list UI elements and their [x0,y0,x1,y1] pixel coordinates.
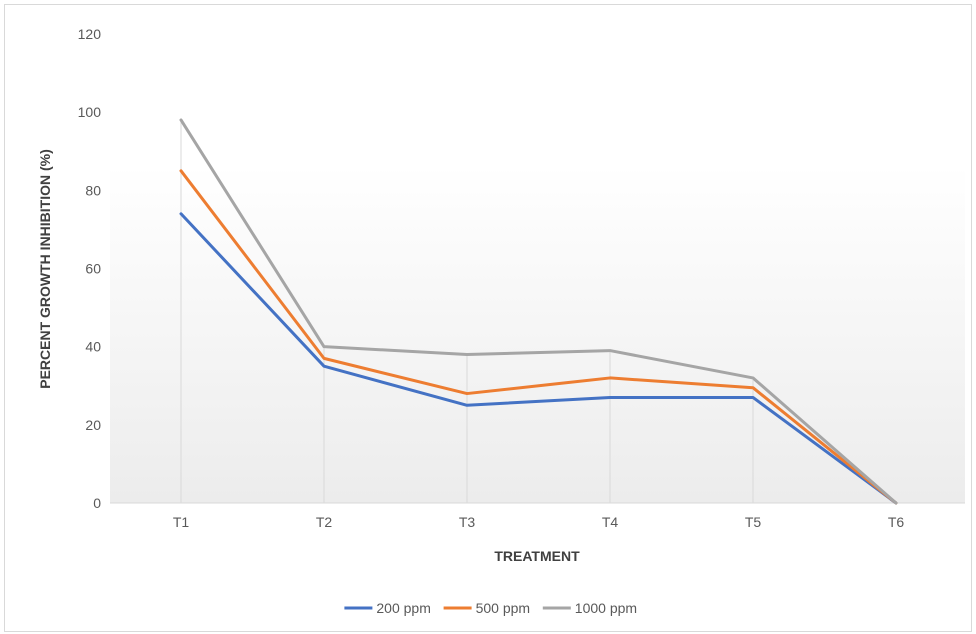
plot-area-background [110,165,965,503]
y-tick-label: 80 [85,182,101,198]
series-line-1000-ppm [179,118,898,505]
y-tick-label: 120 [78,26,102,42]
legend-label: 1000 ppm [575,600,637,616]
x-axis: T1 T2 T3 T4 T5 T6 [110,502,965,530]
x-tick-label: T2 [316,514,333,530]
legend-item: 1000 ppm [542,600,637,616]
y-tick-label: 100 [78,104,102,120]
x-tick-label: T5 [745,514,762,530]
legend: 200 ppm 500 ppm 1000 ppm [344,600,637,616]
y-tick-label: 20 [85,417,101,433]
x-tick-label: T6 [888,514,905,530]
y-axis-title: PERCENT GROWTH INHIBITION (%) [37,149,53,389]
legend-item: 500 ppm [443,600,530,616]
y-axis: 0 20 40 60 80 100 120 [78,26,102,511]
x-tick-label: T4 [602,514,619,530]
series-line-200-ppm [179,212,898,505]
x-tick-label: T1 [173,514,190,530]
x-axis-title: TREATMENT [494,548,580,564]
series-line-500-ppm [179,169,898,505]
y-tick-label: 40 [85,339,101,355]
series-lines [179,118,898,505]
legend-label: 500 ppm [476,600,530,616]
y-tick-label: 60 [85,261,101,277]
y-tick-label: 0 [93,495,101,511]
legend-item: 200 ppm [344,600,431,616]
x-tick-label: T3 [459,514,476,530]
legend-label: 200 ppm [376,600,430,616]
